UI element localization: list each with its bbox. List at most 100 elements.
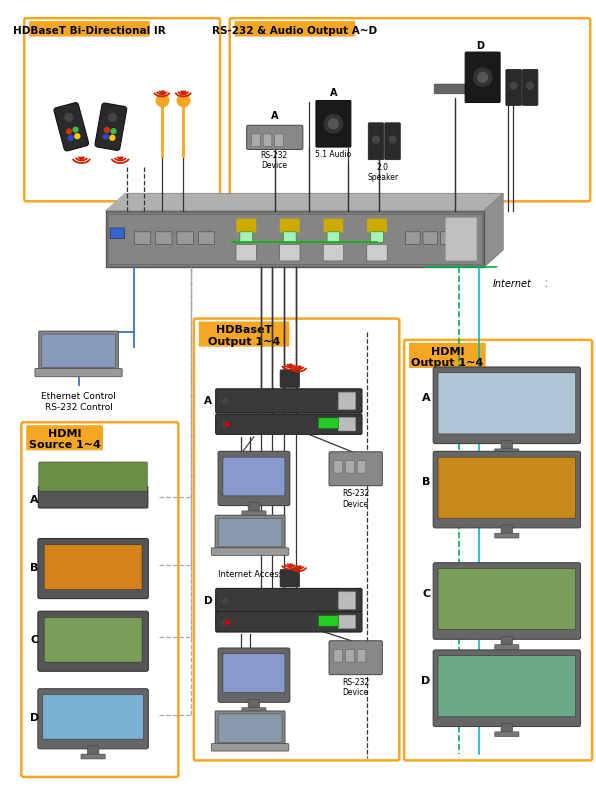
FancyBboxPatch shape bbox=[242, 511, 266, 516]
FancyBboxPatch shape bbox=[216, 389, 362, 413]
FancyBboxPatch shape bbox=[44, 545, 142, 590]
FancyBboxPatch shape bbox=[367, 218, 387, 233]
FancyBboxPatch shape bbox=[495, 533, 519, 538]
Text: A: A bbox=[271, 111, 278, 121]
Text: D: D bbox=[30, 713, 39, 723]
FancyBboxPatch shape bbox=[248, 700, 260, 709]
Text: HDBaseT Bi-Directional IR: HDBaseT Bi-Directional IR bbox=[13, 26, 166, 36]
Text: A: A bbox=[30, 495, 39, 505]
Text: HDMI
Output 1~4: HDMI Output 1~4 bbox=[411, 347, 483, 368]
FancyBboxPatch shape bbox=[280, 245, 300, 261]
FancyBboxPatch shape bbox=[522, 69, 538, 105]
Text: Internet: Internet bbox=[493, 279, 532, 289]
Text: A: A bbox=[330, 88, 337, 97]
FancyBboxPatch shape bbox=[323, 218, 343, 233]
FancyBboxPatch shape bbox=[218, 648, 290, 702]
FancyBboxPatch shape bbox=[198, 232, 215, 245]
FancyBboxPatch shape bbox=[81, 754, 105, 759]
Text: A: A bbox=[204, 396, 212, 406]
FancyBboxPatch shape bbox=[423, 232, 437, 245]
FancyBboxPatch shape bbox=[433, 650, 581, 727]
FancyBboxPatch shape bbox=[218, 451, 290, 505]
FancyBboxPatch shape bbox=[465, 52, 500, 103]
FancyBboxPatch shape bbox=[216, 414, 362, 434]
Text: 2.0
Speaker: 2.0 Speaker bbox=[367, 163, 398, 182]
FancyBboxPatch shape bbox=[87, 746, 99, 756]
FancyBboxPatch shape bbox=[501, 636, 513, 646]
Circle shape bbox=[103, 134, 108, 139]
FancyBboxPatch shape bbox=[43, 694, 144, 739]
Circle shape bbox=[389, 136, 396, 143]
FancyBboxPatch shape bbox=[440, 232, 455, 245]
FancyBboxPatch shape bbox=[318, 418, 339, 429]
FancyBboxPatch shape bbox=[35, 368, 122, 377]
Text: Ethernet Control
RS-232 Control: Ethernet Control RS-232 Control bbox=[41, 392, 116, 411]
Text: B: B bbox=[30, 563, 39, 572]
Ellipse shape bbox=[496, 281, 520, 296]
FancyBboxPatch shape bbox=[235, 21, 355, 37]
FancyBboxPatch shape bbox=[334, 650, 343, 662]
Text: D: D bbox=[204, 595, 212, 606]
FancyBboxPatch shape bbox=[334, 461, 343, 473]
FancyBboxPatch shape bbox=[357, 461, 366, 473]
FancyBboxPatch shape bbox=[247, 125, 303, 150]
FancyBboxPatch shape bbox=[458, 232, 473, 245]
FancyBboxPatch shape bbox=[280, 570, 299, 587]
FancyBboxPatch shape bbox=[280, 370, 299, 387]
Circle shape bbox=[510, 82, 517, 89]
Circle shape bbox=[73, 128, 78, 132]
FancyBboxPatch shape bbox=[339, 592, 356, 609]
Circle shape bbox=[473, 68, 492, 87]
FancyBboxPatch shape bbox=[316, 100, 351, 147]
FancyBboxPatch shape bbox=[105, 211, 483, 267]
FancyBboxPatch shape bbox=[327, 232, 340, 242]
FancyBboxPatch shape bbox=[134, 232, 151, 245]
Text: A: A bbox=[422, 393, 430, 403]
Text: HDMI
Source 1~4: HDMI Source 1~4 bbox=[29, 429, 101, 450]
FancyBboxPatch shape bbox=[263, 134, 272, 147]
Circle shape bbox=[108, 113, 116, 121]
Circle shape bbox=[324, 115, 343, 133]
FancyBboxPatch shape bbox=[368, 123, 384, 159]
Circle shape bbox=[477, 73, 488, 82]
FancyBboxPatch shape bbox=[501, 724, 513, 733]
Text: RS-232
Device: RS-232 Device bbox=[342, 489, 370, 508]
Circle shape bbox=[372, 136, 380, 143]
Ellipse shape bbox=[519, 275, 545, 292]
FancyBboxPatch shape bbox=[438, 568, 576, 630]
FancyBboxPatch shape bbox=[38, 689, 148, 749]
FancyBboxPatch shape bbox=[215, 711, 285, 745]
FancyBboxPatch shape bbox=[346, 650, 354, 662]
FancyBboxPatch shape bbox=[438, 457, 576, 518]
FancyBboxPatch shape bbox=[323, 245, 343, 261]
Circle shape bbox=[527, 82, 533, 89]
FancyBboxPatch shape bbox=[39, 332, 118, 371]
Circle shape bbox=[65, 113, 73, 121]
Polygon shape bbox=[483, 194, 503, 267]
FancyBboxPatch shape bbox=[29, 21, 150, 37]
FancyBboxPatch shape bbox=[156, 232, 172, 245]
Circle shape bbox=[111, 128, 116, 134]
Text: RS-232 & Audio Output A~D: RS-232 & Audio Output A~D bbox=[212, 26, 377, 36]
FancyBboxPatch shape bbox=[110, 228, 125, 238]
FancyBboxPatch shape bbox=[198, 321, 290, 347]
FancyBboxPatch shape bbox=[108, 214, 482, 265]
FancyBboxPatch shape bbox=[54, 103, 89, 151]
FancyBboxPatch shape bbox=[284, 232, 296, 242]
Circle shape bbox=[75, 134, 80, 139]
FancyBboxPatch shape bbox=[177, 232, 193, 245]
FancyBboxPatch shape bbox=[42, 334, 116, 367]
FancyBboxPatch shape bbox=[216, 588, 362, 613]
FancyBboxPatch shape bbox=[248, 503, 260, 512]
FancyBboxPatch shape bbox=[433, 451, 581, 528]
FancyBboxPatch shape bbox=[38, 485, 148, 508]
FancyBboxPatch shape bbox=[339, 615, 356, 629]
Polygon shape bbox=[105, 194, 503, 211]
Circle shape bbox=[69, 135, 73, 140]
Circle shape bbox=[104, 128, 109, 132]
FancyBboxPatch shape bbox=[406, 232, 420, 245]
FancyBboxPatch shape bbox=[501, 525, 513, 535]
FancyBboxPatch shape bbox=[385, 123, 401, 159]
FancyBboxPatch shape bbox=[433, 367, 581, 444]
FancyBboxPatch shape bbox=[446, 218, 477, 261]
